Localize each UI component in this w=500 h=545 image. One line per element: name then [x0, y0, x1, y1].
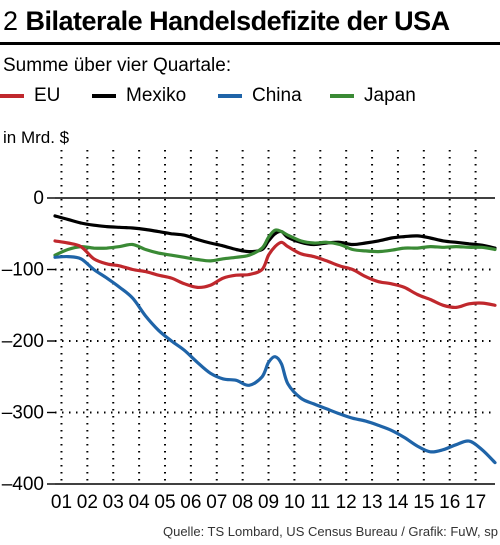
x-tick-label: 14 — [387, 492, 409, 513]
y-tick-label: –300 — [2, 403, 44, 424]
legend-swatch-japan — [330, 94, 354, 98]
legend-label-japan: Japan — [364, 85, 416, 106]
x-tick-label: 07 — [206, 492, 227, 513]
tick-labels: 0 –100 –200 –300 –400 01 02 03 04 05 06 07 08 09 10 11 1… — [2, 188, 486, 513]
x-tick-label: 01 — [51, 492, 72, 513]
x-tick-label: 04 — [129, 492, 151, 513]
chart-number: 2 — [3, 6, 18, 36]
legend-label-china: China — [252, 85, 302, 106]
y-tick-label: 0 — [33, 188, 44, 209]
x-tick-label: 11 — [310, 492, 330, 513]
chart-header: 2 Bilaterale Handelsdefizite der USA — [3, 6, 450, 37]
grid — [55, 150, 495, 484]
x-tick-label: 02 — [77, 492, 98, 513]
title-rule — [0, 42, 500, 45]
legend-swatch-eu — [0, 94, 24, 98]
source-note: Quelle: TS Lombard, US Census Bureau / G… — [162, 524, 498, 539]
series-line-mexiko — [53, 214, 497, 254]
legend-item-china: China — [218, 85, 302, 107]
x-tick-label: 06 — [180, 492, 201, 513]
legend-item-japan: Japan — [330, 85, 416, 107]
x-tick-label: 08 — [232, 492, 253, 513]
chart-subtitle: Summe über vier Quartale: — [3, 55, 232, 76]
y-tick-label: –400 — [2, 474, 44, 495]
x-tick-label: 09 — [258, 492, 279, 513]
x-tick-label: 17 — [465, 492, 486, 513]
x-tick-label: 12 — [336, 492, 357, 513]
y-axis-unit: in Mrd. $ — [3, 128, 70, 147]
legend-label-eu: EU — [34, 85, 61, 106]
x-tick-label: 16 — [439, 492, 460, 513]
series-line-eu — [53, 239, 497, 310]
y-tick-label: –100 — [2, 260, 44, 281]
x-tick-label: 03 — [103, 492, 124, 513]
legend-swatch-china — [218, 94, 242, 98]
x-tick-label: 13 — [361, 492, 382, 513]
series-line-china — [53, 254, 497, 465]
x-tick-label: 15 — [413, 492, 434, 513]
series — [53, 214, 497, 465]
x-tick-label: 10 — [284, 492, 305, 513]
chart-title: Bilaterale Handelsdefizite der USA — [25, 6, 451, 36]
x-tick-label: 05 — [154, 492, 175, 513]
legend-swatch-mexiko — [92, 94, 116, 98]
legend: EU Mexiko China Japan — [0, 85, 500, 111]
legend-item-eu: EU — [0, 85, 60, 107]
axes — [47, 197, 495, 485]
legend-item-mexiko: Mexiko — [92, 85, 186, 107]
legend-label-mexiko: Mexiko — [126, 85, 187, 106]
series-line-japan — [53, 228, 497, 263]
y-tick-label: –200 — [2, 331, 44, 352]
